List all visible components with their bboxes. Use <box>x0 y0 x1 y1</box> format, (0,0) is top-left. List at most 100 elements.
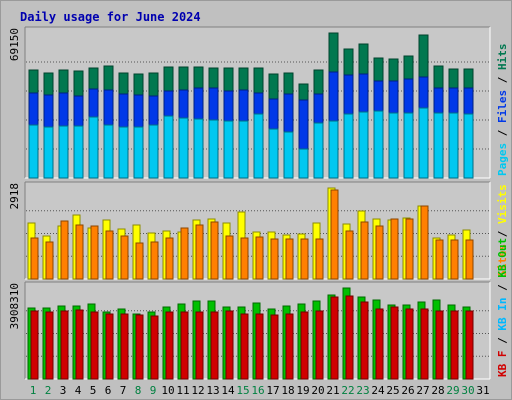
bar-pages-day-5 <box>88 116 99 179</box>
bar-pages-day-26 <box>403 112 414 179</box>
bar-kbf-day-6 <box>105 313 114 380</box>
bar-pages-day-28 <box>433 112 444 179</box>
bar-pages-day-8 <box>133 126 144 179</box>
bar-pages-day-4 <box>73 125 84 179</box>
x-tick-label-day-10: 10 <box>161 384 174 397</box>
panel-kbytes: 3908310 KB F / KB In / KB Out <box>8 238 509 380</box>
bar-kbf-day-20 <box>315 310 324 380</box>
x-tick-label-day-28: 28 <box>431 384 444 397</box>
x-tick-label-day-25: 25 <box>386 384 399 397</box>
x-tick-label-day-31: 31 <box>476 384 489 397</box>
x-tick-label-day-4: 4 <box>75 384 82 397</box>
bar-pages-day-2 <box>43 126 54 179</box>
bar-kbf-day-28 <box>435 310 444 380</box>
bar-kbf-day-15 <box>240 313 249 380</box>
y-max-label: 3908310 <box>8 283 21 329</box>
bar-sites-day-30 <box>465 239 474 280</box>
bar-kbf-day-10 <box>165 311 174 380</box>
bar-kbf-day-17 <box>270 314 279 380</box>
x-tick-label-day-29: 29 <box>446 384 459 397</box>
bar-kbf-day-24 <box>375 308 384 380</box>
x-tick-label-day-9: 9 <box>150 384 157 397</box>
bar-sites-day-23 <box>360 221 369 280</box>
bar-kbf-day-21 <box>330 296 339 380</box>
x-tick-label-day-12: 12 <box>191 384 204 397</box>
panel-visits-sites: 2918 Sites / Visits <box>8 181 509 280</box>
bar-pages-day-15 <box>238 120 249 179</box>
bar-pages-day-3 <box>58 125 69 179</box>
bar-sites-day-29 <box>450 239 459 280</box>
x-tick-label-day-27: 27 <box>416 384 429 397</box>
x-tick-label-day-7: 7 <box>120 384 127 397</box>
bar-kbf-day-29 <box>450 310 459 380</box>
bar-sites-day-28 <box>435 239 444 280</box>
bar-pages-day-10 <box>163 115 174 179</box>
x-tick-label-day-5: 5 <box>90 384 97 397</box>
bar-kbf-day-5 <box>90 311 99 380</box>
x-tick-label-day-11: 11 <box>176 384 189 397</box>
bar-sites-day-26 <box>405 218 414 280</box>
bar-pages-day-1 <box>28 124 39 179</box>
x-tick-label-day-14: 14 <box>221 384 235 397</box>
x-tick-label-day-13: 13 <box>206 384 219 397</box>
bar-sites-day-24 <box>375 225 384 280</box>
bar-kbf-day-14 <box>225 310 234 380</box>
bar-kbf-day-26 <box>405 308 414 380</box>
x-tick-label-day-19: 19 <box>296 384 309 397</box>
bar-sites-day-15 <box>240 237 249 280</box>
bar-pages-day-11 <box>178 117 189 179</box>
bar-kbf-day-16 <box>255 313 264 380</box>
bar-kbf-day-30 <box>465 310 474 380</box>
bar-sites-day-1 <box>30 237 39 280</box>
bar-kbf-day-7 <box>120 313 129 380</box>
bar-kbf-day-12 <box>195 311 204 380</box>
bar-sites-day-7 <box>120 235 129 280</box>
x-tick-label-day-24: 24 <box>371 384 385 397</box>
x-tick-label-day-2: 2 <box>45 384 52 397</box>
panel-hits-files-pages: 69150 Pages / Files / Hits <box>8 26 509 179</box>
bar-pages-day-14 <box>223 120 234 179</box>
legend-hits: Hits <box>496 44 509 71</box>
bar-kbf-day-13 <box>210 311 219 380</box>
x-tick-label-day-1: 1 <box>30 384 37 397</box>
bar-kbf-day-22 <box>345 295 354 380</box>
x-tick-label-day-16: 16 <box>251 384 264 397</box>
bar-sites-day-19 <box>300 238 309 280</box>
bar-pages-day-20 <box>313 122 324 179</box>
bar-pages-day-30 <box>463 113 474 179</box>
legend-kbin: KB In <box>496 298 509 331</box>
x-tick-label-day-18: 18 <box>281 384 294 397</box>
bar-sites-day-25 <box>390 218 399 280</box>
bar-kbf-day-8 <box>135 314 144 380</box>
x-tick-label-day-30: 30 <box>461 384 474 397</box>
bar-kbf-day-11 <box>180 311 189 380</box>
x-tick-label-day-22: 22 <box>341 384 354 397</box>
bar-sites-day-13 <box>210 221 219 280</box>
bar-pages-day-13 <box>208 119 219 179</box>
legend: KB F / KB In / KB Out <box>496 238 509 377</box>
bar-sites-day-8 <box>135 242 144 280</box>
bar-sites-day-6 <box>105 230 114 280</box>
x-tick-label-day-3: 3 <box>60 384 67 397</box>
bar-pages-day-19 <box>298 148 309 179</box>
x-tick-label-day-8: 8 <box>135 384 142 397</box>
bar-kbf-day-27 <box>420 308 429 380</box>
x-tick-label-day-26: 26 <box>401 384 414 397</box>
bar-pages-day-7 <box>118 126 129 179</box>
legend-kbf: KB F <box>496 351 509 378</box>
x-tick-label-day-20: 20 <box>311 384 324 397</box>
bar-sites-day-17 <box>270 238 279 280</box>
bar-sites-day-12 <box>195 224 204 280</box>
bar-sites-day-21 <box>330 189 339 280</box>
x-tick-label-day-15: 15 <box>236 384 249 397</box>
bar-sites-day-4 <box>75 224 84 280</box>
bar-pages-day-9 <box>148 124 159 179</box>
y-max-label: 2918 <box>8 183 21 210</box>
bar-sites-day-22 <box>345 230 354 280</box>
bar-pages-day-22 <box>343 113 354 179</box>
bar-sites-day-14 <box>225 235 234 280</box>
bar-pages-day-24 <box>373 110 384 179</box>
legend-separator: / <box>496 123 509 143</box>
